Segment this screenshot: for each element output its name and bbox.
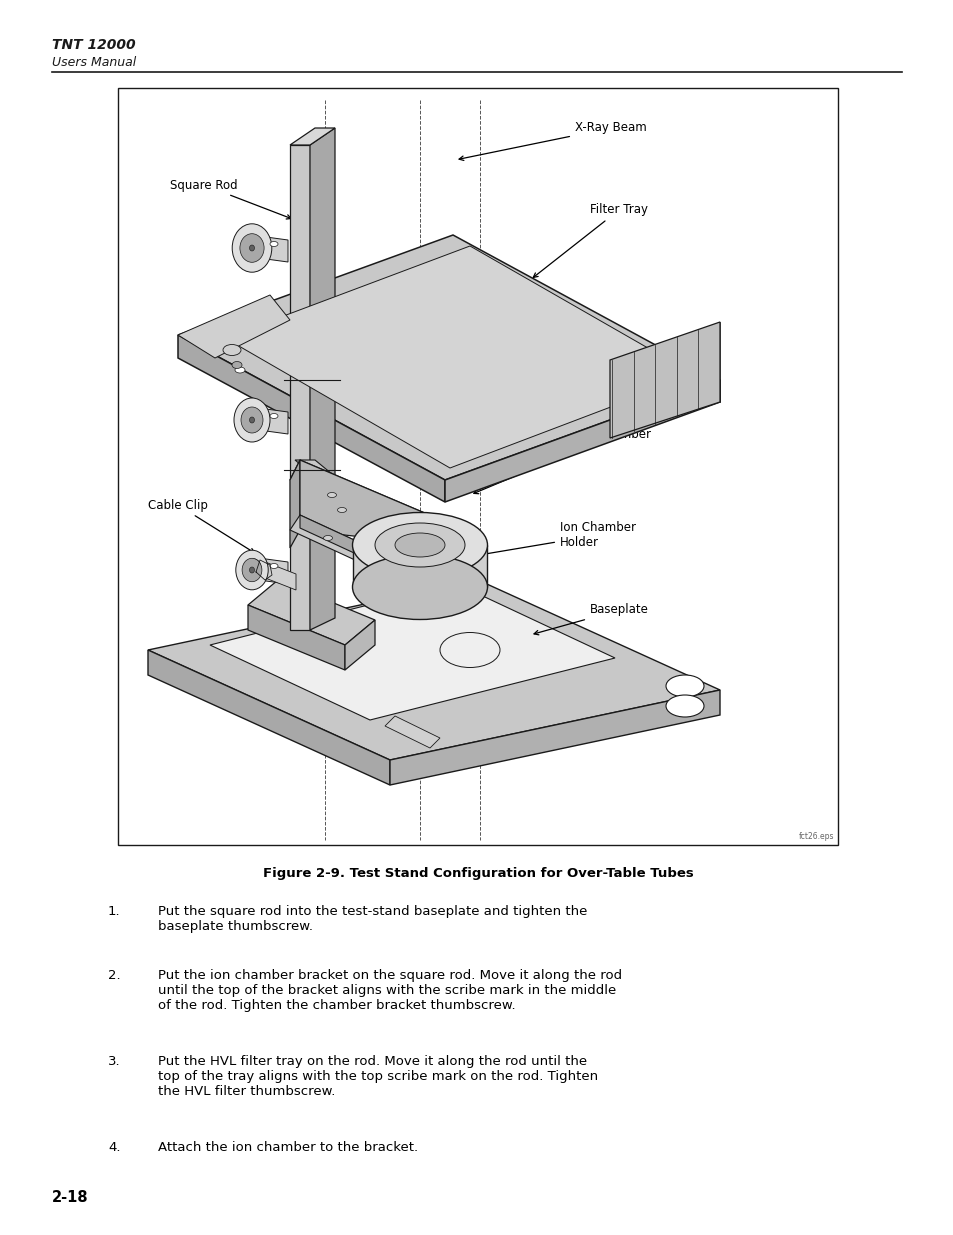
Text: Square Rod: Square Rod: [170, 179, 291, 219]
Polygon shape: [299, 515, 430, 588]
Text: HVL Filter: HVL Filter: [589, 352, 646, 368]
Text: TNT 12000: TNT 12000: [52, 38, 135, 52]
Polygon shape: [609, 322, 720, 438]
Polygon shape: [254, 558, 295, 590]
Ellipse shape: [250, 245, 254, 251]
Ellipse shape: [250, 417, 254, 424]
Text: 2-18: 2-18: [52, 1191, 89, 1205]
Polygon shape: [178, 235, 720, 480]
Ellipse shape: [375, 522, 464, 567]
Ellipse shape: [247, 559, 261, 577]
Polygon shape: [178, 295, 290, 358]
Ellipse shape: [270, 242, 277, 247]
Text: Filter Tray: Filter Tray: [533, 204, 647, 278]
Text: 2.: 2.: [108, 969, 120, 982]
Text: X-Ray Beam: X-Ray Beam: [458, 121, 646, 161]
Ellipse shape: [337, 508, 346, 513]
Polygon shape: [248, 580, 375, 645]
Ellipse shape: [241, 408, 263, 433]
Text: Put the HVL filter tray on the rod. Move it along the rod until the
top of the t: Put the HVL filter tray on the rod. Move…: [158, 1055, 598, 1098]
Text: Baseplate: Baseplate: [534, 604, 648, 635]
Text: Put the square rod into the test-stand baseplate and tighten the
baseplate thumb: Put the square rod into the test-stand b…: [158, 905, 587, 932]
Ellipse shape: [327, 493, 336, 498]
Ellipse shape: [665, 695, 703, 718]
Bar: [118, 88, 837, 845]
Polygon shape: [290, 144, 310, 630]
Ellipse shape: [352, 513, 487, 578]
Text: Attach the ion chamber to the bracket.: Attach the ion chamber to the bracket.: [158, 1141, 417, 1153]
Ellipse shape: [223, 345, 241, 356]
Polygon shape: [294, 459, 399, 530]
Text: 1.: 1.: [108, 905, 120, 918]
Ellipse shape: [270, 414, 277, 419]
Ellipse shape: [232, 224, 272, 272]
Text: Figure 2-9. Test Stand Configuration for Over-Table Tubes: Figure 2-9. Test Stand Configuration for…: [262, 867, 693, 881]
Ellipse shape: [439, 632, 499, 667]
Ellipse shape: [665, 676, 703, 697]
Polygon shape: [244, 556, 288, 584]
Ellipse shape: [232, 362, 242, 368]
Polygon shape: [225, 246, 695, 468]
Polygon shape: [310, 128, 335, 630]
Polygon shape: [290, 515, 430, 590]
Text: Ion Chamber
Holder: Ion Chamber Holder: [394, 521, 636, 571]
Polygon shape: [248, 605, 345, 671]
Text: 4.: 4.: [108, 1141, 120, 1153]
Polygon shape: [148, 580, 720, 760]
Polygon shape: [444, 380, 720, 501]
Polygon shape: [178, 335, 444, 501]
Polygon shape: [244, 233, 288, 262]
Ellipse shape: [233, 398, 270, 442]
Ellipse shape: [242, 558, 262, 582]
Ellipse shape: [239, 233, 264, 262]
Ellipse shape: [235, 551, 268, 590]
Polygon shape: [385, 716, 439, 748]
Text: Put the ion chamber bracket on the square rod. Move it along the rod
until the t: Put the ion chamber bracket on the squar…: [158, 969, 621, 1011]
Ellipse shape: [395, 534, 444, 557]
Text: Ion Chamber: Ion Chamber: [474, 429, 650, 494]
Polygon shape: [345, 620, 375, 671]
Text: fct26.eps: fct26.eps: [798, 832, 833, 841]
Text: Users Manual: Users Manual: [52, 56, 136, 69]
Ellipse shape: [250, 567, 254, 573]
Ellipse shape: [270, 563, 277, 568]
Polygon shape: [353, 545, 486, 587]
Polygon shape: [290, 459, 459, 548]
Ellipse shape: [352, 555, 487, 620]
Text: 3.: 3.: [108, 1055, 120, 1068]
Polygon shape: [390, 690, 720, 785]
Text: Cable Clip: Cable Clip: [148, 499, 254, 553]
Polygon shape: [290, 128, 335, 144]
Polygon shape: [290, 459, 299, 548]
Ellipse shape: [323, 536, 333, 541]
Polygon shape: [148, 650, 390, 785]
Polygon shape: [299, 459, 459, 548]
Polygon shape: [244, 406, 288, 433]
Ellipse shape: [234, 367, 245, 373]
Polygon shape: [210, 583, 615, 720]
